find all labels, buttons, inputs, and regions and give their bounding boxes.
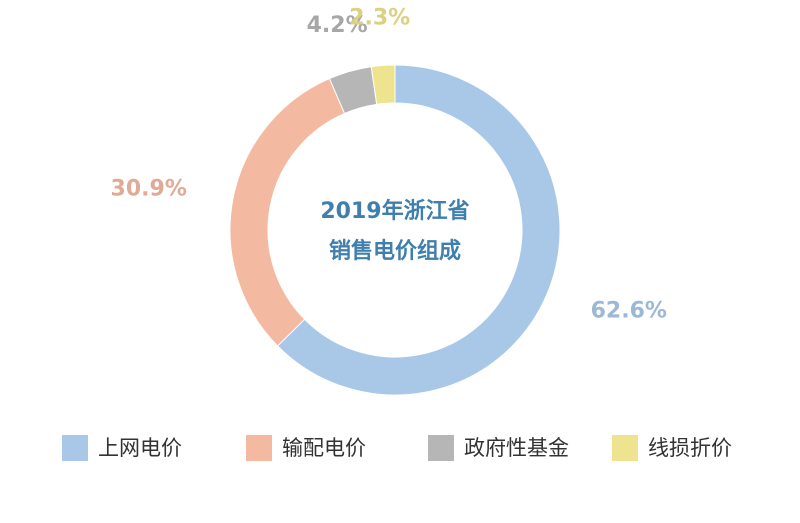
center-title-line: 销售电价组成: [329, 238, 461, 264]
center-title-line: 2019年浙江省: [320, 198, 469, 224]
legend-swatch: [428, 435, 454, 461]
legend-swatch: [246, 435, 272, 461]
legend-swatch: [62, 435, 88, 461]
value-label: 4.2%: [307, 13, 368, 38]
legend-label: 输配电价: [282, 436, 366, 460]
legend-label: 政府性基金: [464, 436, 569, 460]
donut-slice: [276, 64, 561, 396]
legend-swatch: [612, 435, 638, 461]
value-label: 30.9%: [111, 177, 187, 202]
donut-slice: [370, 64, 396, 105]
legend-label: 线损折价: [648, 436, 732, 460]
value-label: 62.6%: [591, 299, 667, 324]
legend-label: 上网电价: [98, 436, 182, 460]
value-label: 2.3%: [349, 6, 410, 31]
